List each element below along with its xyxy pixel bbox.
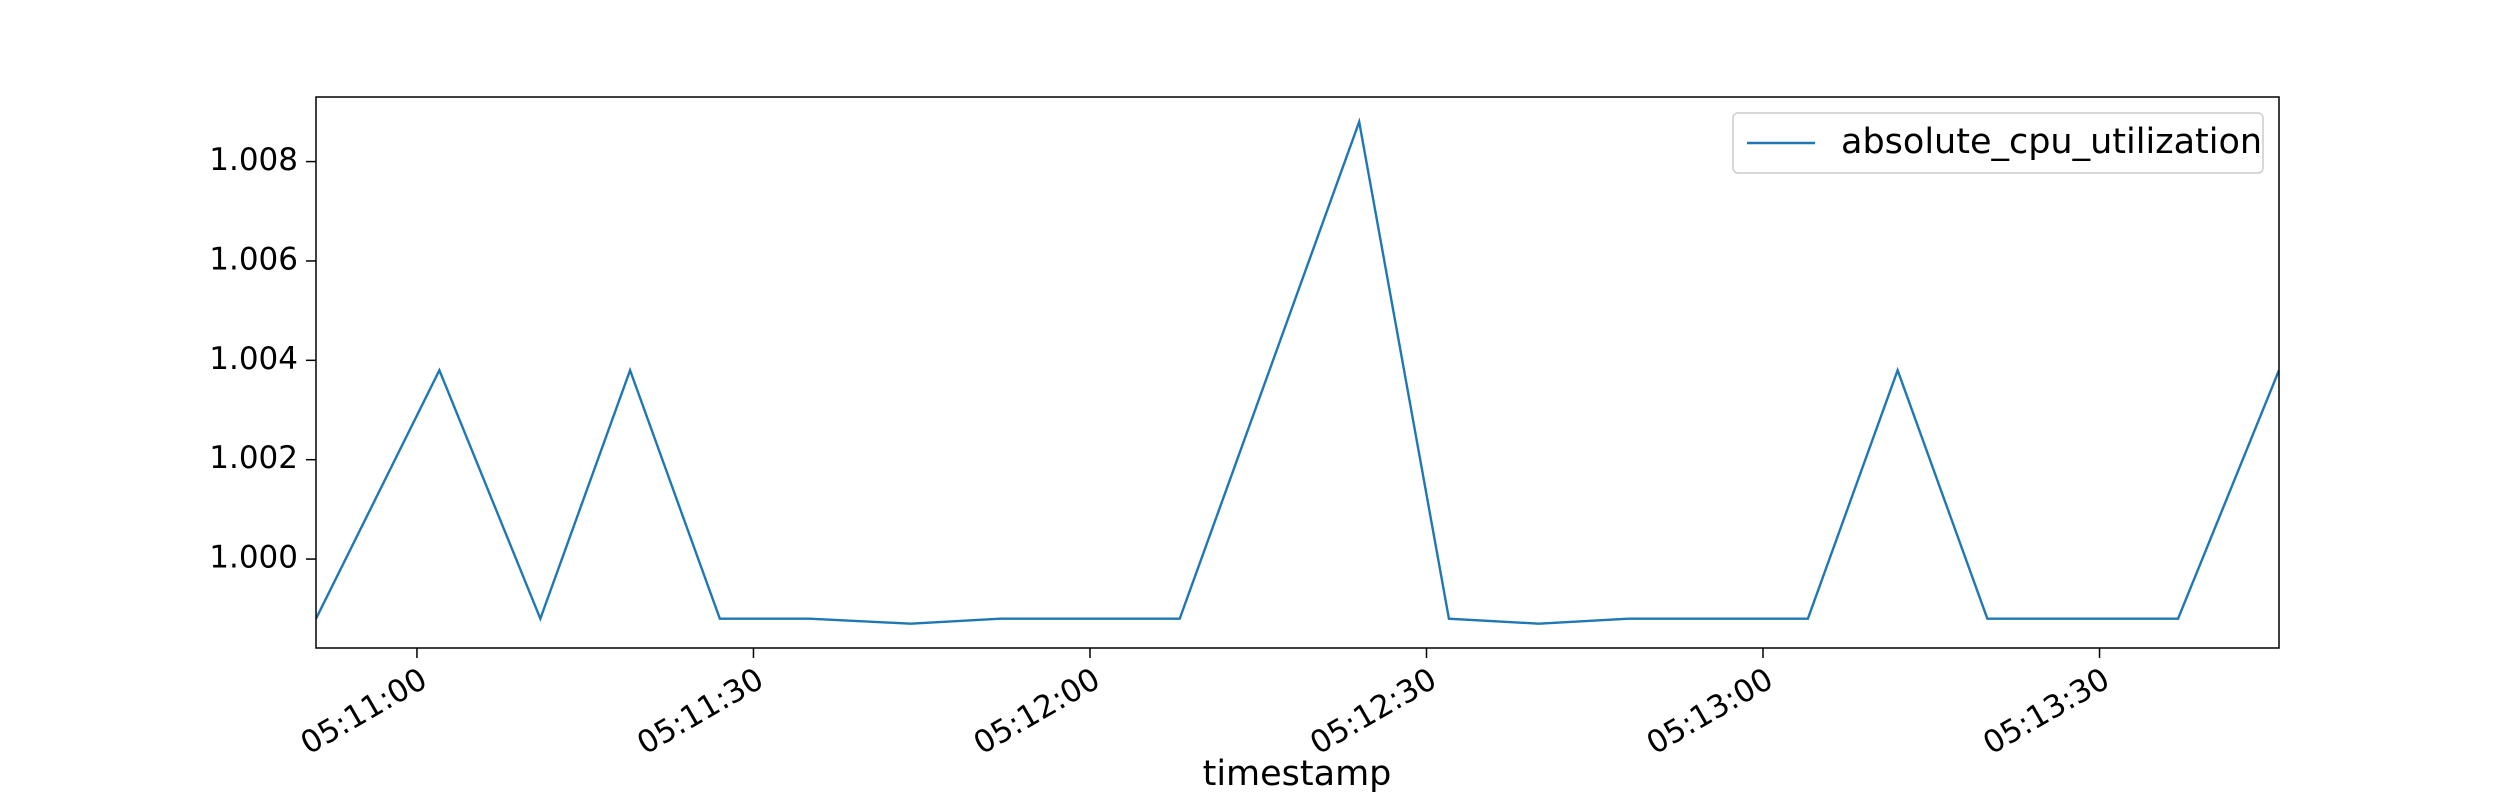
data-line bbox=[316, 117, 2279, 625]
x-tick-label: 05:12:00 bbox=[968, 661, 1107, 762]
legend-label: absolute_cpu_utilization bbox=[1841, 122, 2262, 162]
x-axis-label: timestamp bbox=[1203, 754, 1392, 794]
x-tick-label: 05:11:30 bbox=[631, 661, 770, 762]
x-tick-label: 05:12:30 bbox=[1304, 661, 1443, 762]
y-tick-label: 1.002 bbox=[209, 440, 298, 476]
y-tick-label: 1.000 bbox=[209, 540, 298, 576]
x-tick-label: 05:13:00 bbox=[1641, 661, 1780, 762]
legend-box bbox=[1732, 112, 2264, 174]
y-tick-label: 1.006 bbox=[209, 241, 298, 277]
y-tick-label: 1.008 bbox=[209, 142, 298, 178]
x-tick-label: 05:13:30 bbox=[1977, 661, 2116, 762]
legend: absolute_cpu_utilization bbox=[1732, 112, 2264, 174]
x-tick-label: 05:11:00 bbox=[295, 661, 434, 762]
plot-frame bbox=[315, 96, 2280, 649]
y-tick-label: 1.004 bbox=[209, 341, 298, 377]
